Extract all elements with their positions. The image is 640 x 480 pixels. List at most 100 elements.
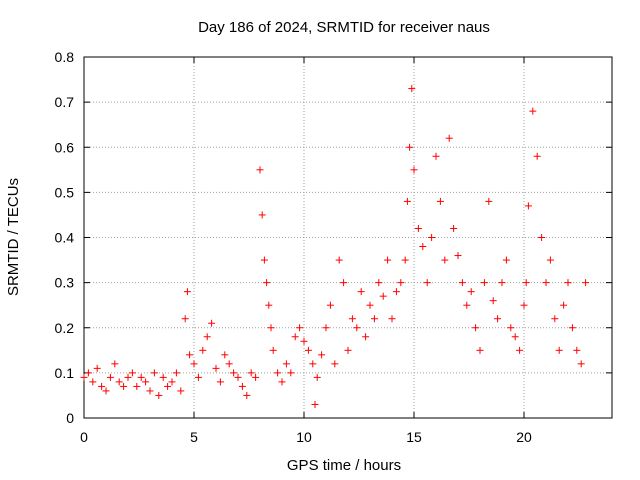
data-point	[164, 382, 172, 390]
data-point	[98, 382, 106, 390]
data-point	[533, 152, 541, 160]
data-point	[265, 301, 273, 309]
data-point	[199, 346, 207, 354]
data-point	[419, 243, 427, 251]
data-point	[221, 351, 229, 359]
data-point	[375, 279, 383, 287]
data-point	[568, 324, 576, 332]
data-point	[80, 373, 88, 381]
data-point	[524, 202, 532, 210]
data-point	[546, 256, 554, 264]
data-point	[564, 279, 572, 287]
data-point	[311, 400, 319, 408]
grid-lines	[84, 57, 612, 418]
data-point	[304, 346, 312, 354]
data-point	[287, 369, 295, 377]
data-point	[150, 369, 158, 377]
data-point	[423, 279, 431, 287]
data-point	[445, 134, 453, 142]
y-tick-label: 0.8	[55, 49, 75, 65]
data-point	[529, 107, 537, 115]
data-point	[344, 346, 352, 354]
data-point	[181, 315, 189, 323]
data-point	[247, 369, 255, 377]
data-point	[538, 234, 546, 241]
data-point	[392, 288, 400, 296]
data-point	[216, 378, 224, 386]
x-tick-label: 10	[296, 429, 312, 445]
data-point	[480, 279, 488, 287]
data-point	[522, 279, 530, 287]
data-point	[353, 324, 361, 332]
data-point	[137, 373, 145, 381]
data-point	[454, 252, 462, 260]
data-point	[309, 360, 317, 368]
data-point	[340, 279, 348, 287]
data-point	[102, 387, 110, 395]
data-point	[252, 373, 260, 381]
x-tick-labels: 0 5 10 15 20	[80, 429, 532, 445]
data-point	[267, 324, 275, 332]
y-tick-label: 0.5	[55, 184, 75, 200]
data-point	[243, 391, 251, 399]
data-point	[577, 360, 585, 368]
data-point	[388, 315, 396, 323]
data-point	[467, 288, 475, 296]
data-point	[124, 373, 132, 381]
data-point	[485, 197, 493, 205]
data-point	[582, 279, 590, 287]
data-point	[555, 346, 563, 354]
data-point	[357, 288, 365, 296]
data-point	[573, 346, 581, 354]
data-point	[432, 152, 440, 160]
data-point	[542, 279, 550, 287]
data-point	[313, 373, 321, 381]
y-tick-label: 0.1	[55, 365, 75, 381]
data-point	[551, 315, 559, 323]
data-point	[183, 288, 191, 296]
data-point	[494, 315, 502, 323]
data-point	[234, 373, 242, 381]
y-tick-label: 0	[66, 410, 74, 426]
data-point	[370, 315, 378, 323]
y-tick-label: 0.6	[55, 139, 75, 155]
data-point	[212, 364, 220, 372]
data-point	[560, 301, 568, 309]
data-point	[274, 369, 282, 377]
data-point	[159, 373, 167, 381]
data-point	[401, 256, 409, 264]
data-point	[172, 369, 180, 377]
data-point	[458, 279, 466, 287]
data-point	[142, 378, 150, 386]
data-point	[133, 382, 141, 390]
data-point	[263, 279, 271, 287]
data-point	[463, 301, 471, 309]
data-point	[282, 360, 290, 368]
data-point	[322, 324, 330, 332]
data-point	[414, 224, 422, 232]
data-point	[106, 373, 114, 381]
data-point	[260, 256, 268, 264]
data-point	[379, 292, 387, 300]
data-point	[507, 324, 515, 332]
data-point	[278, 378, 286, 386]
data-point	[291, 333, 299, 341]
data-point	[489, 297, 497, 305]
data-point	[93, 364, 101, 372]
data-point	[428, 234, 436, 241]
data-point	[230, 369, 238, 377]
x-axis-title: GPS time / hours	[287, 457, 401, 474]
data-point	[410, 166, 418, 174]
data-point	[326, 301, 334, 309]
x-tick-label: 20	[516, 429, 532, 445]
data-point	[300, 337, 308, 345]
data-point	[331, 360, 339, 368]
x-tick-label: 15	[406, 429, 422, 445]
data-point	[208, 319, 216, 327]
data-point	[115, 378, 123, 386]
data-point	[397, 279, 405, 287]
x-tick-label: 5	[190, 429, 198, 445]
data-point	[269, 346, 277, 354]
